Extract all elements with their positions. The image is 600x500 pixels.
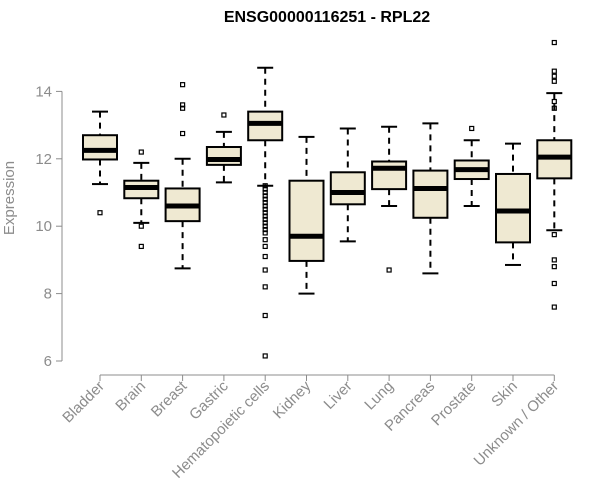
outlier-point [551,98,557,105]
box-breast [164,82,201,270]
outlier-point [262,230,268,236]
outlier-point [262,353,268,359]
x-tick-label: Brain [112,378,149,415]
chart-title: ENSG00000116251 - RPL22 [224,9,430,26]
outlier-point [262,237,268,243]
outlier-point [551,78,557,84]
box-pancreas [412,122,449,275]
y-tick-label: 8 [44,286,52,303]
x-tick-label: Lung [361,378,397,414]
box-body [205,146,242,166]
outlier-point [551,304,557,310]
outlier-point [262,312,268,319]
outlier-point [262,220,268,226]
box-gastric [205,112,242,184]
box-body [495,172,531,244]
outlier-point [386,267,392,273]
outlier-point [262,267,268,273]
outlier-point [262,243,268,250]
outlier-point [180,82,186,88]
outlier-point [180,130,186,137]
outlier-point [262,206,268,212]
outlier-point [262,210,268,216]
x-tick-label: Liver [321,378,356,413]
x-tick-label: Bladder [59,378,108,427]
outlier-point [262,216,268,223]
box-body [288,179,325,262]
outlier-point [551,264,557,270]
outlier-point [262,203,268,209]
box-body [82,134,118,161]
box-liver [329,127,366,243]
outlier-point [262,200,268,206]
box-kidney [288,135,325,295]
outlier-point [551,257,557,263]
outlier-point [138,223,144,229]
y-axis-label: Expression [1,161,18,235]
x-tick-label: Skin [488,378,521,411]
box-bladder [82,110,118,216]
outlier-point [262,284,268,290]
x-tick-label: Breast [148,377,191,420]
outlier-point [221,112,227,118]
boxes-group [82,39,573,359]
outlier-point [138,149,144,155]
box-body [371,160,408,191]
outlier-point [262,189,268,196]
box-hematopoietic-cells [247,66,284,359]
outlier-point [551,39,557,46]
outlier-point [262,213,268,219]
box-body [412,169,449,219]
box-prostate [453,125,490,207]
outlier-point [262,226,268,233]
box-unknown-other [536,39,573,310]
box-lung [371,125,408,273]
outlier-point [180,102,186,108]
outlier-point [469,125,475,132]
outlier-point [262,253,268,260]
outlier-point [180,105,186,111]
outlier-point [262,193,268,199]
y-tick-label: 14 [35,83,52,100]
outlier-point [262,183,268,189]
x-tick-label: Prostate [428,378,480,430]
outlier-point [551,280,557,287]
outlier-point [551,105,557,111]
x-tick-label: Kidney [270,377,315,422]
box-body [247,110,284,142]
outlier-point [551,68,557,74]
y-axis: 6 8 10 12 14 [35,83,63,370]
outlier-point [551,232,557,238]
outlier-point [138,243,144,250]
y-tick-label: 6 [44,353,52,370]
y-tick-label: 10 [35,218,52,235]
outlier-point [262,196,268,202]
box-body [329,171,366,206]
outlier-point [551,73,557,79]
box-skin [495,142,531,266]
box-brain [123,149,160,250]
outlier-point [97,210,103,216]
outlier-point [262,223,268,229]
y-tick-label: 12 [35,151,52,168]
outlier-point [262,186,268,192]
